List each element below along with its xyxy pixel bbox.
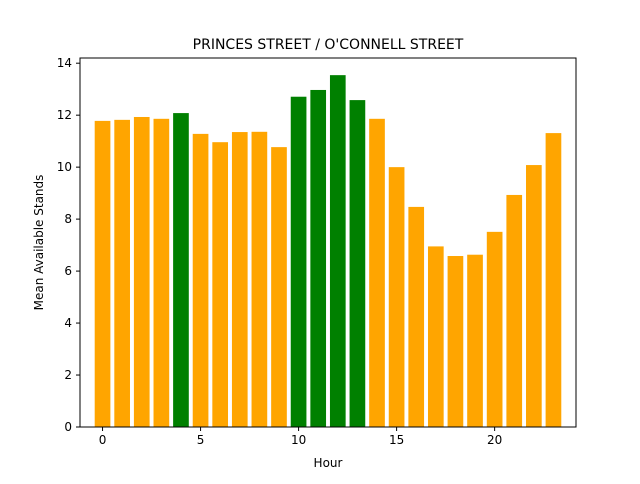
bar-hour-0 (94, 120, 111, 427)
x-axis-ticks: 0 5 10 15 20 (99, 427, 502, 447)
bar-hour-14 (369, 118, 385, 427)
bar-hour-17 (427, 246, 444, 427)
bar-hour-8 (251, 131, 268, 428)
bar-hour-20 (486, 231, 503, 427)
y-tick-label: 4 (64, 316, 72, 330)
y-tick-label: 6 (64, 264, 72, 278)
plot-frame (79, 57, 577, 428)
bar-hour-4 (173, 113, 189, 427)
y-axis-ticks: 0 2 4 6 8 10 12 14 (57, 56, 80, 434)
bar-hour-13 (349, 100, 366, 427)
bar-hour-22 (526, 165, 542, 427)
y-tick-label: 0 (64, 420, 72, 434)
x-tick-label: 15 (389, 433, 404, 447)
bar-hour-23 (545, 133, 562, 427)
x-tick-label: 5 (197, 433, 205, 447)
y-axis-label: Mean Available Stands (32, 175, 46, 311)
chart-title: PRINCES STREET / O'CONNELL STREET (193, 37, 464, 53)
bar-hour-1 (114, 119, 130, 427)
bar-hour-5 (192, 133, 209, 427)
y-tick-label: 14 (57, 56, 72, 70)
bar-hour-12 (329, 75, 346, 428)
x-tick-label: 10 (291, 433, 306, 447)
y-tick-label: 10 (57, 160, 72, 174)
bar-hour-2 (133, 116, 150, 428)
bar-hour-18 (447, 256, 464, 427)
bar-hour-21 (506, 194, 523, 427)
x-tick-label: 0 (99, 433, 107, 447)
y-tick-label: 12 (57, 108, 72, 122)
bar-hour-3 (153, 118, 170, 427)
bar-hour-19 (467, 254, 483, 427)
x-axis-label: Hour (314, 456, 343, 470)
bar-hour-15 (388, 167, 405, 427)
bars-layer (94, 75, 562, 428)
bar-hour-6 (212, 142, 229, 427)
bar-hour-16 (408, 206, 425, 427)
bar-hour-7 (231, 132, 248, 427)
bar-hour-9 (271, 147, 287, 427)
bar-hour-10 (290, 96, 307, 427)
bar-hour-11 (310, 89, 327, 428)
y-tick-label: 8 (64, 212, 72, 226)
y-tick-label: 2 (64, 368, 72, 382)
x-tick-label: 20 (487, 433, 502, 447)
